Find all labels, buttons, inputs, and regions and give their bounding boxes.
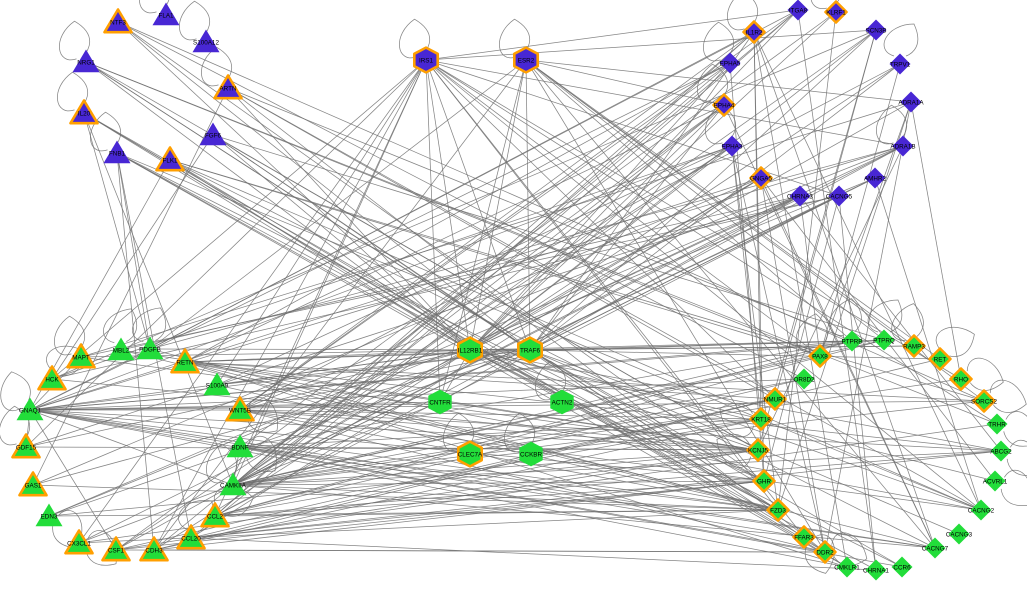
svg-text:FGF6: FGF6 bbox=[205, 133, 222, 140]
svg-text:PAX8: PAX8 bbox=[812, 354, 828, 361]
svg-text:PTPRQ: PTPRQ bbox=[873, 338, 895, 345]
svg-text:PTPRB: PTPRB bbox=[842, 339, 863, 346]
svg-text:FLA1: FLA1 bbox=[158, 13, 174, 20]
svg-text:CHRNA1: CHRNA1 bbox=[863, 568, 889, 575]
svg-text:GHR: GHR bbox=[757, 479, 771, 486]
svg-text:MAPT: MAPT bbox=[72, 355, 90, 362]
svg-text:CHRNA3: CHRNA3 bbox=[787, 194, 813, 201]
svg-text:IL1R2: IL1R2 bbox=[746, 30, 763, 37]
svg-text:ESR2: ESR2 bbox=[518, 58, 535, 65]
svg-text:CLEC7A: CLEC7A bbox=[458, 452, 483, 459]
svg-text:GAS1: GAS1 bbox=[25, 483, 42, 490]
svg-text:CAMKIIA: CAMKIIA bbox=[220, 483, 247, 490]
svg-text:CCL20: CCL20 bbox=[181, 536, 201, 543]
svg-text:ABCG2: ABCG2 bbox=[990, 449, 1012, 456]
svg-text:IL20: IL20 bbox=[78, 111, 91, 118]
svg-text:FFAR3: FFAR3 bbox=[794, 535, 814, 542]
svg-text:OR8D2: OR8D2 bbox=[794, 377, 815, 384]
svg-text:S100A9: S100A9 bbox=[206, 383, 229, 390]
svg-text:ADRA1B: ADRA1B bbox=[890, 144, 915, 151]
svg-text:ADRA1A: ADRA1A bbox=[898, 100, 924, 107]
svg-text:CCKBR: CCKBR bbox=[520, 452, 542, 459]
svg-text:EPHA5: EPHA5 bbox=[720, 61, 741, 68]
svg-text:TRPV1: TRPV1 bbox=[890, 62, 911, 69]
svg-text:ARTN: ARTN bbox=[219, 86, 236, 93]
svg-text:EDN3: EDN3 bbox=[41, 514, 58, 521]
svg-text:CSF1: CSF1 bbox=[108, 548, 125, 555]
svg-text:CACNG7: CACNG7 bbox=[922, 546, 949, 553]
svg-text:RHO: RHO bbox=[954, 377, 968, 384]
svg-text:AMHR2: AMHR2 bbox=[864, 176, 887, 183]
svg-text:GDF15: GDF15 bbox=[16, 445, 37, 452]
svg-text:RETN: RETN bbox=[176, 360, 194, 367]
svg-text:TRHR: TRHR bbox=[988, 422, 1006, 429]
svg-text:IL12RB1: IL12RB1 bbox=[458, 348, 483, 355]
svg-text:GNAQ1: GNAQ1 bbox=[19, 408, 42, 415]
svg-text:ACVRL1: ACVRL1 bbox=[983, 479, 1008, 486]
svg-text:GNGA5: GNGA5 bbox=[750, 176, 773, 183]
svg-text:S100A12: S100A12 bbox=[193, 40, 219, 47]
svg-text:KRT18: KRT18 bbox=[751, 417, 771, 424]
svg-text:CMKLR1: CMKLR1 bbox=[834, 565, 860, 572]
svg-text:SORCS2: SORCS2 bbox=[971, 399, 997, 406]
svg-text:WNT5B: WNT5B bbox=[229, 408, 251, 415]
svg-text:BDNF: BDNF bbox=[231, 445, 248, 452]
svg-text:CX3CL1: CX3CL1 bbox=[67, 541, 91, 548]
svg-text:SCN3B: SCN3B bbox=[866, 28, 887, 35]
svg-text:KLRF1: KLRF1 bbox=[826, 10, 846, 17]
svg-text:FZD3: FZD3 bbox=[770, 508, 786, 515]
svg-text:CACNG5: CACNG5 bbox=[826, 194, 853, 201]
svg-text:MBL2: MBL2 bbox=[113, 348, 130, 355]
svg-text:NMUR1: NMUR1 bbox=[764, 397, 787, 404]
svg-text:TRAF6: TRAF6 bbox=[520, 348, 540, 355]
svg-text:PDGFB: PDGFB bbox=[139, 347, 161, 354]
svg-text:CCR6: CCR6 bbox=[893, 565, 911, 572]
svg-text:NTF3: NTF3 bbox=[110, 20, 126, 27]
svg-text:CCL2: CCL2 bbox=[207, 514, 224, 521]
svg-text:DDR2: DDR2 bbox=[816, 550, 834, 557]
svg-text:FNB1: FNB1 bbox=[109, 151, 126, 158]
svg-text:RAMP3: RAMP3 bbox=[903, 344, 925, 351]
svg-text:CNTFR: CNTFR bbox=[429, 400, 451, 407]
svg-text:IRS1: IRS1 bbox=[419, 58, 433, 65]
svg-text:ITGA8: ITGA8 bbox=[789, 8, 808, 15]
svg-text:EPHA3: EPHA3 bbox=[722, 144, 743, 151]
svg-text:NRG1: NRG1 bbox=[77, 60, 95, 67]
svg-text:CACNG2: CACNG2 bbox=[968, 508, 995, 515]
svg-text:CDH3: CDH3 bbox=[145, 548, 163, 555]
svg-text:HCK: HCK bbox=[45, 377, 59, 384]
svg-text:ACTN2: ACTN2 bbox=[552, 400, 573, 407]
svg-text:KCNJ5: KCNJ5 bbox=[748, 448, 768, 455]
svg-text:FLK1: FLK1 bbox=[162, 158, 178, 165]
svg-text:RET: RET bbox=[934, 357, 947, 364]
svg-text:CACNG3: CACNG3 bbox=[946, 532, 973, 539]
svg-text:EPHA4: EPHA4 bbox=[714, 103, 735, 110]
